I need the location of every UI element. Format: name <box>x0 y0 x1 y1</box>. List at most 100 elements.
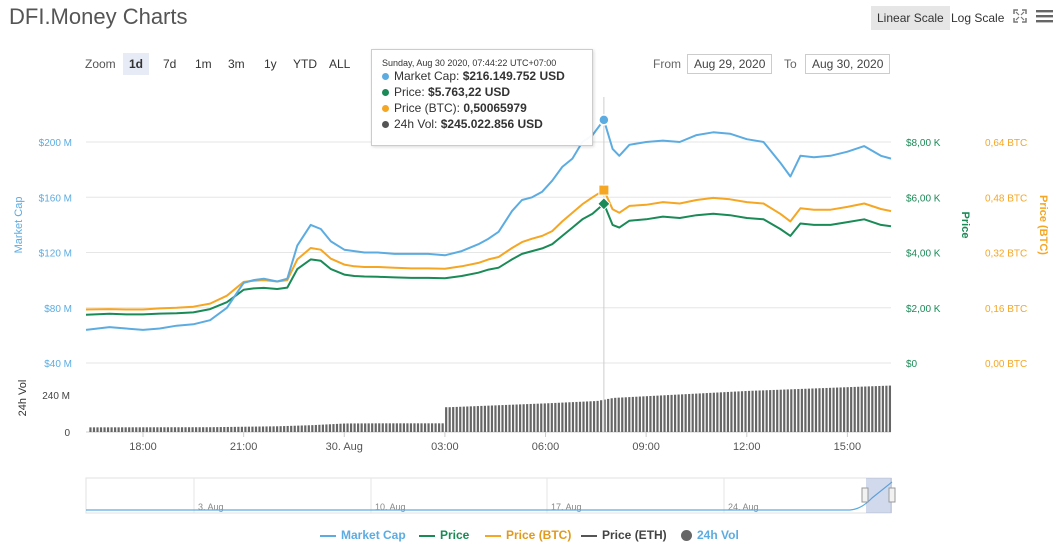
volume-bar <box>448 407 451 432</box>
volume-bar <box>649 395 652 432</box>
volume-bar <box>681 394 684 432</box>
legend-price-btc[interactable]: Price (BTC) <box>485 526 571 544</box>
volume-bar <box>385 423 388 432</box>
zoom-all-button[interactable]: ALL <box>329 57 351 71</box>
volume-bar <box>835 387 839 432</box>
fullscreen-icon[interactable] <box>1013 9 1027 27</box>
legend-price-eth[interactable]: Price (ETH) <box>581 526 667 544</box>
volume-bar <box>473 406 476 432</box>
volume-bar <box>497 405 501 432</box>
volume-bar <box>705 393 708 432</box>
volume-bar <box>585 401 589 432</box>
volume-bar <box>209 427 212 432</box>
volume-bar <box>430 423 434 432</box>
zoom-3m-button[interactable]: 3m <box>228 57 245 71</box>
volume-bar <box>878 385 881 432</box>
volume-bar <box>346 423 349 432</box>
volume-bar <box>821 388 825 432</box>
volume-bar <box>131 427 134 432</box>
volume-bar <box>142 427 145 432</box>
volume-bar <box>173 427 177 432</box>
volume-bar <box>395 423 398 432</box>
volume-bar <box>867 386 870 432</box>
volume-bar <box>508 404 511 432</box>
legend-price[interactable]: Price <box>419 526 469 544</box>
zoom-1d-button[interactable]: 1d <box>123 53 150 75</box>
volume-bar <box>226 426 229 432</box>
volume-bar <box>328 424 332 432</box>
volume-bar <box>547 403 550 432</box>
legend-24h-vol[interactable]: 24h Vol <box>681 526 739 544</box>
volume-bar <box>765 390 768 432</box>
volume-bar <box>233 426 236 432</box>
volume-bar <box>399 423 402 432</box>
zoom-1m-button[interactable]: 1m <box>195 57 212 71</box>
volume-bar <box>673 394 677 432</box>
volume-bar <box>216 427 219 432</box>
volume-bar <box>600 400 603 432</box>
volume-bar <box>212 427 215 432</box>
volume-bar <box>265 426 268 432</box>
range-to-input[interactable]: Aug 30, 2020 <box>805 54 891 74</box>
zoom-1y-button[interactable]: 1y <box>264 57 277 71</box>
market-cap-line <box>85 118 892 331</box>
volume-bar <box>536 403 539 432</box>
linear-scale-button[interactable]: Linear Scale <box>871 6 950 30</box>
volume-bar <box>564 402 568 432</box>
volume-bar <box>349 423 353 432</box>
volume-bar <box>219 427 222 432</box>
market-cap-marker <box>598 114 610 126</box>
volume-bar <box>751 390 754 432</box>
volume-bar <box>769 390 772 432</box>
volume-bar <box>846 387 849 432</box>
volume-bar <box>103 427 106 432</box>
zoom-7d-button[interactable]: 7d <box>163 57 177 71</box>
y-left-tick: $40 M <box>44 359 72 370</box>
volume-bar <box>388 423 391 432</box>
volume-bar <box>645 396 649 432</box>
navigator-label: 17. Aug <box>551 502 582 512</box>
volume-bar <box>511 404 515 432</box>
volume-bar <box>445 407 448 432</box>
volume-bar <box>114 427 117 432</box>
volume-bar <box>744 391 747 432</box>
volume-bar <box>311 425 314 432</box>
zoom-ytd-button[interactable]: YTD <box>293 57 317 71</box>
price-marker <box>597 197 611 211</box>
volume-bar <box>258 426 261 432</box>
y-btc-tick: 0,48 BTC <box>985 193 1027 204</box>
volume-bar <box>318 424 321 432</box>
volume-bar <box>881 385 884 432</box>
volume-bar <box>490 405 494 432</box>
y-btc-tick: 0,00 BTC <box>985 359 1027 370</box>
volume-bar <box>177 427 180 432</box>
volume-bar <box>607 398 610 432</box>
volume-bar <box>578 401 582 432</box>
legend-market-cap[interactable]: Market Cap <box>320 526 406 544</box>
volume-bar <box>730 391 733 432</box>
y-price-tick: $0 <box>906 359 918 370</box>
volume-bar <box>726 391 730 432</box>
tooltip-row-price: Price: $5.763,22 USD <box>372 84 592 100</box>
volume-bar <box>455 406 458 432</box>
x-tick-label: 12:00 <box>733 441 761 453</box>
volume-bar <box>423 423 427 432</box>
volume-bar <box>272 426 275 432</box>
navigator-label: 3. Aug <box>198 502 224 512</box>
volume-bar <box>790 389 793 432</box>
range-from-input[interactable]: Aug 29, 2020 <box>687 54 773 74</box>
x-tick-label: 30. Aug <box>326 441 363 453</box>
x-tick-label: 06:00 <box>532 441 560 453</box>
volume-bar <box>624 397 627 432</box>
volume-bar <box>543 403 546 432</box>
menu-icon[interactable] <box>1036 9 1053 27</box>
volume-bar <box>758 390 761 432</box>
volume-bar <box>561 402 564 432</box>
volume-bar <box>529 403 532 432</box>
volume-bar <box>300 425 303 432</box>
volume-bar <box>374 423 377 432</box>
tooltip-label: Price (BTC): <box>394 101 460 115</box>
log-scale-button[interactable]: Log Scale <box>951 11 1005 25</box>
volume-bar <box>117 427 120 432</box>
